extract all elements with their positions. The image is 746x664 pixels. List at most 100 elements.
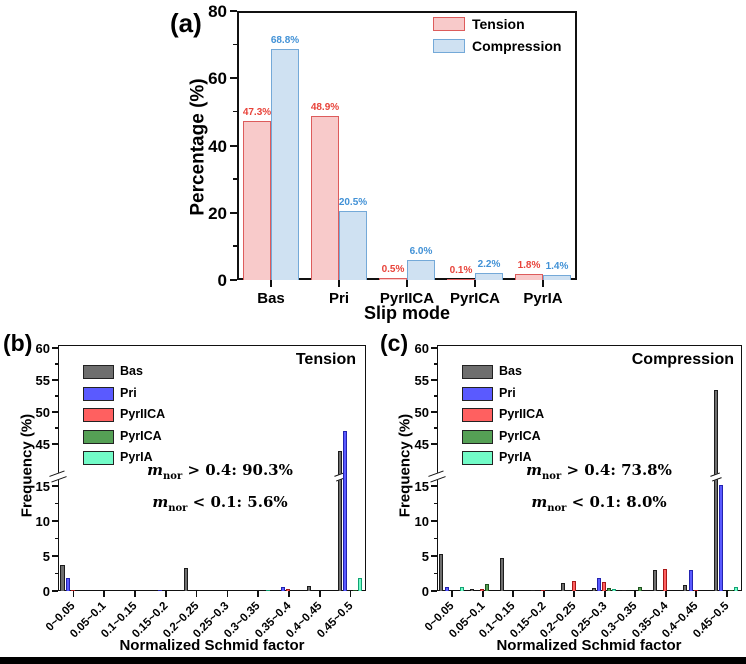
- x-axis-tick: [195, 591, 198, 597]
- x-axis-tick: [270, 280, 272, 287]
- y-axis-major-tick: [431, 590, 437, 592]
- y-axis-tick-label: 60: [208, 69, 227, 89]
- y-axis-minor-tick: [54, 572, 58, 575]
- x-axis-tick: [257, 591, 259, 597]
- x-axis-tick: [603, 591, 606, 597]
- x-axis-tick: [319, 591, 321, 597]
- y-axis-tick-label: 45: [35, 437, 50, 452]
- panel-b-plot: [58, 345, 366, 591]
- bar-c-pyriica-0.15~0.2: [541, 589, 546, 591]
- x-axis-category-label: Pri: [328, 290, 349, 307]
- y-axis-tick-label: 5: [42, 549, 50, 564]
- bar-c-bas-0.25~0.3: [591, 588, 596, 591]
- y-axis-tick-label: 80: [208, 2, 227, 21]
- y-axis-major-tick: [431, 555, 437, 557]
- bar-b-pyriica-0.35~0.4: [286, 589, 291, 591]
- y-axis-major-tick: [52, 485, 58, 487]
- bar-a-tension-PyrIICA: [379, 278, 407, 280]
- panel-b-title: Tension: [295, 351, 356, 368]
- bar-c-pyria-0.25~0.3: [612, 588, 617, 591]
- y-axis-minor-tick: [433, 395, 437, 397]
- y-axis-major-tick: [431, 411, 437, 413]
- bar-a-tension-Bas: [243, 120, 271, 280]
- y-axis-minor-tick: [433, 427, 437, 429]
- y-axis-minor-tick: [54, 537, 58, 540]
- bar-b-pyrica-0.45~0.5: [353, 589, 358, 591]
- x-axis-tick: [481, 591, 484, 597]
- y-axis-minor-tick: [433, 537, 437, 540]
- y-axis-major-tick: [431, 443, 437, 445]
- panel-c-title: Compression: [631, 351, 734, 368]
- bar-c-bas-0.35~0.4: [652, 570, 657, 591]
- y-axis-tick-label: 60: [35, 341, 50, 356]
- bar-c-bas-0~0.05: [439, 553, 444, 591]
- bar-c-pri-0~0.05: [444, 586, 449, 591]
- y-axis-tick-label: 20: [208, 203, 227, 223]
- bar-c-pri-0.45~0.5: [719, 485, 724, 591]
- annotation-2: mnor < 0.1: 5.6%: [152, 493, 288, 514]
- y-axis-tick-label: 60: [414, 341, 429, 356]
- bar-b-bas-0.45~0.5: [337, 450, 342, 591]
- y-axis-tick-label: 50: [414, 405, 429, 420]
- bar-c-pyrica-0.45~0.5: [729, 589, 734, 591]
- x-axis-tick: [451, 591, 454, 597]
- x-axis-tick: [542, 591, 545, 597]
- legend-swatch-bas: [83, 365, 114, 379]
- legend-label-bas: Bas: [120, 364, 143, 378]
- figure-bottom-border: [0, 657, 746, 664]
- y-axis-tick-label: 0: [421, 584, 429, 599]
- y-axis-minor-tick: [433, 572, 437, 575]
- bar-value-label: 68.8%: [270, 34, 300, 46]
- y-axis-major-tick: [230, 144, 237, 147]
- panel-c-plot: [437, 345, 742, 591]
- legend-label-pyriica: PyrIICA: [499, 407, 545, 421]
- y-axis-major-tick: [52, 590, 58, 592]
- y-axis-major-tick: [431, 347, 437, 349]
- x-axis-tick: [288, 591, 290, 597]
- bar-c-bas-0.1~0.15: [500, 558, 505, 591]
- y-axis-tick-label: 5: [421, 549, 429, 564]
- y-axis-tick-label: 15: [35, 479, 50, 494]
- x-axis-tick: [573, 591, 576, 597]
- legend-swatch-pyria: [462, 451, 493, 465]
- y-axis-major-tick: [431, 485, 437, 487]
- bar-a-tension-Pri: [311, 115, 339, 280]
- bar-c-pyrica-0.05~0.1: [485, 584, 490, 591]
- legend-label-pyriica: PyrIICA: [120, 407, 166, 421]
- x-axis-tick: [103, 591, 105, 597]
- y-axis-minor-tick: [233, 245, 237, 247]
- bar-a-tension-PyrICA: [447, 279, 475, 280]
- bar-c-pyriica-0.25~0.3: [602, 581, 607, 591]
- y-axis-tick-label: 0: [217, 271, 227, 290]
- x-axis-tick: [72, 591, 75, 597]
- bar-c-pyriica-0.05~0.1: [480, 588, 485, 591]
- x-axis-tick: [474, 280, 476, 287]
- y-axis-major-tick: [52, 411, 58, 413]
- bar-c-bas-0.45~0.5: [713, 389, 718, 591]
- x-axis-tick: [542, 280, 544, 287]
- legend-swatch-pyriica: [462, 408, 493, 422]
- panel-b-x-axis-label: Normalized Schmid factor: [119, 637, 305, 654]
- y-axis-major-tick: [52, 443, 58, 445]
- y-axis-major-tick: [230, 10, 237, 12]
- x-axis-category-label: PyrIA: [523, 290, 563, 307]
- bar-c-pri-0.4~0.45: [688, 570, 693, 591]
- y-axis-tick-label: 0: [42, 584, 50, 599]
- x-axis-tick: [226, 591, 229, 597]
- bar-value-label: 48.9%: [310, 101, 340, 113]
- y-axis-major-tick: [52, 520, 58, 522]
- bar-b-bas-0.2~0.25: [183, 567, 188, 591]
- bar-c-bas-0.15~0.2: [530, 589, 535, 591]
- bar-a-compression-PyrIICA: [407, 259, 435, 280]
- bar-c-pyria-0~0.05: [459, 586, 464, 591]
- bar-b-pyria-0.3~0.35: [265, 590, 271, 591]
- y-axis-minor-tick: [233, 178, 237, 180]
- bar-b-pri-0.15~0.2: [158, 589, 163, 591]
- annotation-1: mnor > 0.4: 90.3%: [147, 461, 293, 482]
- y-axis-major-tick: [52, 347, 58, 349]
- bar-b-pyria-0.45~0.5: [358, 578, 363, 591]
- bar-a-tension-PyrIA: [515, 273, 543, 280]
- panel-a-label: (a): [170, 8, 202, 38]
- bar-value-label: 0.1%: [449, 265, 473, 276]
- y-axis-tick-label: 55: [414, 373, 429, 388]
